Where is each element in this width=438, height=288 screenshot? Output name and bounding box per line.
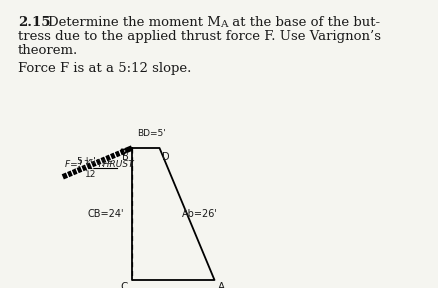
Text: A: A [217, 282, 224, 288]
Text: BD=5': BD=5' [137, 129, 166, 138]
Text: D: D [162, 152, 170, 162]
Text: F=13k THRUST: F=13k THRUST [65, 160, 133, 169]
Text: 2.15: 2.15 [18, 16, 50, 29]
Text: theorem.: theorem. [18, 44, 78, 57]
Text: Determine the moment M: Determine the moment M [48, 16, 220, 29]
Text: tress due to the applied thrust force F. Use Varignon’s: tress due to the applied thrust force F.… [18, 30, 380, 43]
Text: Ab=26': Ab=26' [181, 209, 217, 219]
Text: CB=24': CB=24' [87, 209, 124, 219]
Text: A: A [219, 20, 227, 29]
Text: Force F is at a 5:12 slope.: Force F is at a 5:12 slope. [18, 62, 191, 75]
Text: at the base of the but-: at the base of the but- [227, 16, 379, 29]
Text: 12: 12 [85, 170, 96, 179]
Text: C: C [120, 282, 128, 288]
Text: B: B [122, 152, 129, 162]
Text: 5 |slope: 5 |slope [77, 157, 113, 166]
